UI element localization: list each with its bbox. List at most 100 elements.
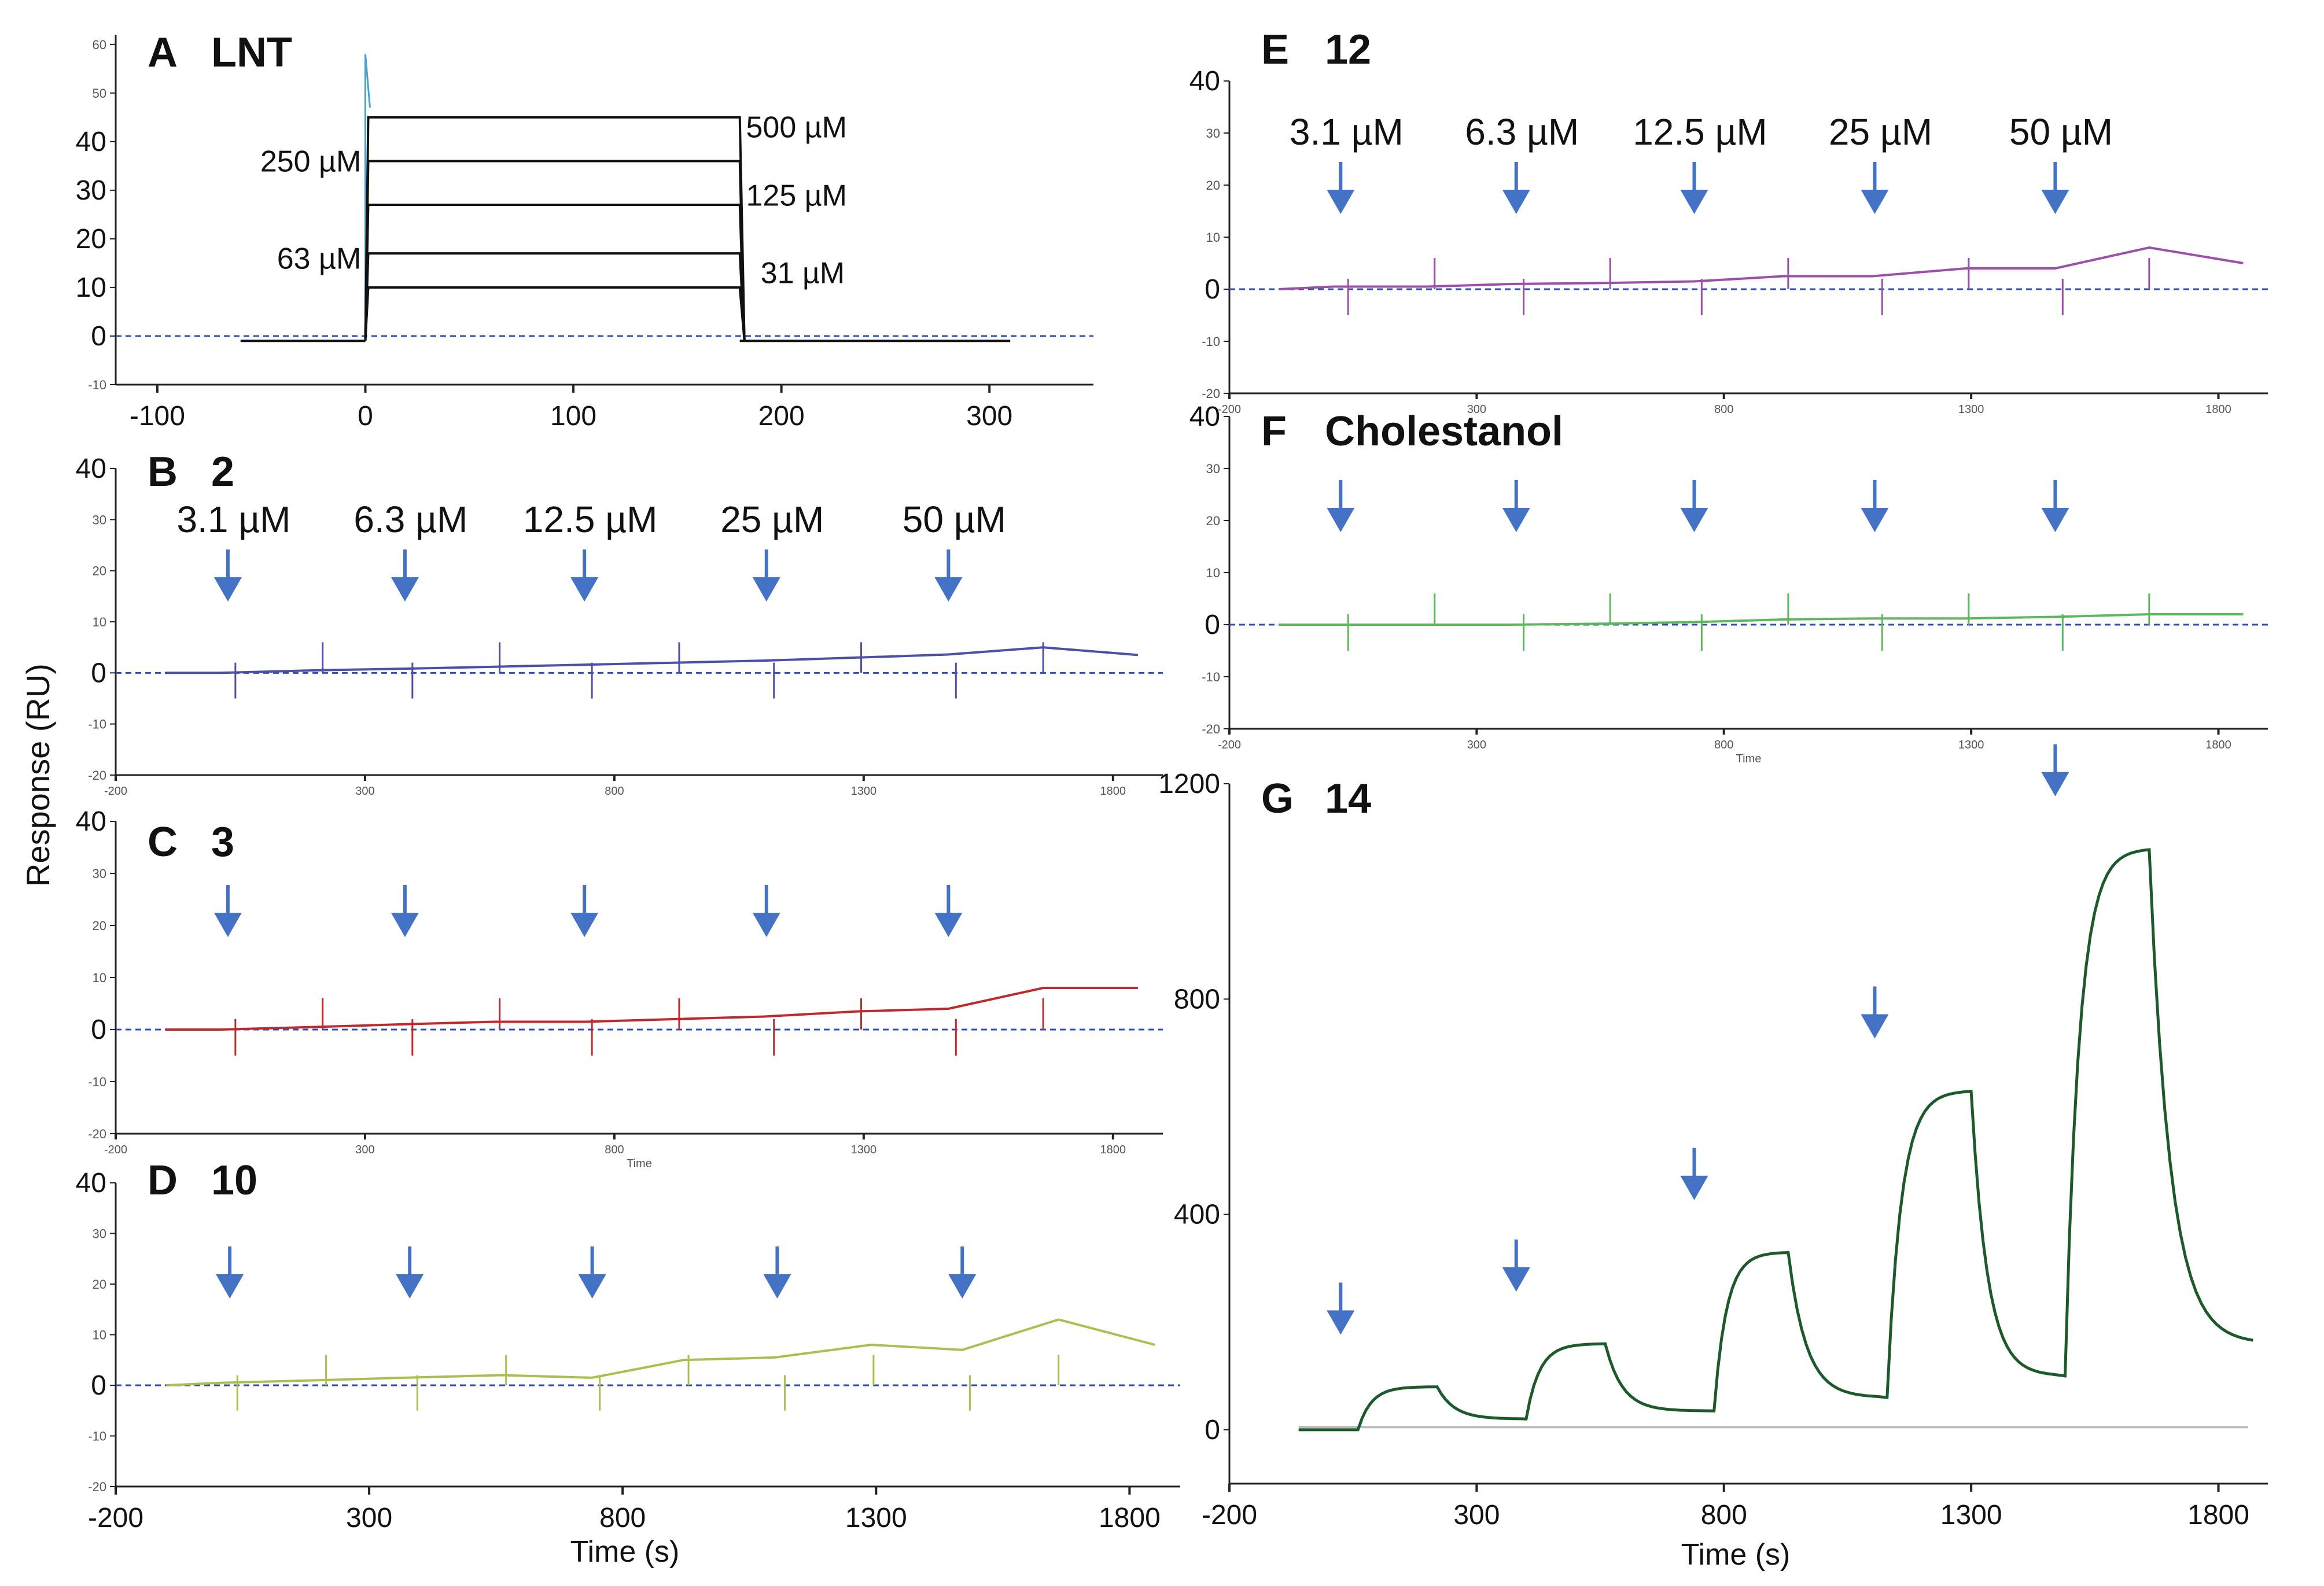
y-tick-label: 40 — [1189, 66, 1220, 97]
x-tick-label: -200 — [1202, 1500, 1257, 1530]
y-tick-label: -10 — [88, 1429, 106, 1444]
response-trace — [165, 646, 1139, 674]
concentration-label: 31 µM — [761, 257, 845, 290]
x-tick-label: 800 — [1701, 1500, 1747, 1530]
x-tick-label: 1800 — [2187, 1500, 2249, 1530]
x-tick-label: -200 — [1218, 403, 1241, 416]
y-tick-label: 1200 — [1158, 769, 1220, 799]
injection-spike — [364, 54, 371, 341]
y-tick-label: 10 — [93, 1328, 106, 1342]
y-tick-label: 40 — [76, 127, 106, 157]
panel-e: -20 -10 0 10 20 30 40 -200 300 800 1300 1800 3.1 µM 6… — [1189, 27, 2268, 416]
concentration-label: 50 µM — [903, 499, 1006, 540]
injection-arrow-head — [1861, 190, 1889, 214]
y-tick-label: -10 — [1202, 334, 1220, 349]
panel-c: -20 -10 0 10 20 30 40 -200 300 800 1300 1800 Time C 3 — [76, 806, 1163, 1170]
x-tick-label: -100 — [130, 401, 185, 431]
injection-arrow-head — [1861, 508, 1889, 532]
x-tick-label: 200 — [758, 401, 805, 431]
concentration-label: 25 µM — [720, 499, 824, 540]
injection-arrow-head — [578, 1274, 606, 1299]
x-tick-label: 0 — [358, 401, 373, 431]
x-tick-label: 100 — [550, 401, 596, 431]
lnt-series-trace — [364, 116, 746, 341]
lnt-series-trace — [364, 160, 746, 341]
injection-arrow-head — [934, 913, 963, 937]
lnt-series-trace — [364, 286, 746, 341]
injection-arrow-head — [1680, 1175, 1708, 1200]
y-tick-label: 20 — [1206, 178, 1220, 193]
y-tick-label: 30 — [93, 512, 106, 527]
response-trace — [1279, 246, 2244, 290]
panel-letter: G — [1261, 776, 1294, 822]
x-tick-label: 1800 — [1100, 1144, 1126, 1156]
x-tick-label: -200 — [1218, 739, 1241, 751]
injection-arrow-head — [213, 913, 242, 937]
response-trace — [165, 987, 1138, 1031]
y-tick-label: 0 — [91, 1015, 106, 1045]
x-tick-label: -200 — [104, 785, 127, 798]
panel-letter: F — [1261, 408, 1287, 455]
x-tick-label: 300 — [1467, 403, 1486, 416]
injection-arrow-head — [1327, 1310, 1355, 1335]
x-tick-label: 1300 — [1958, 403, 1984, 416]
panel-b: -20 -10 0 10 20 30 40 -200 300 800 1300 1800 3.1 µM 6… — [76, 449, 1163, 798]
injection-arrow-head — [752, 577, 780, 602]
injection-arrow-head — [391, 577, 419, 602]
x-tick-label: 300 — [355, 785, 374, 798]
injection-arrow-head — [570, 913, 599, 937]
concentration-label: 63 µM — [277, 242, 362, 276]
x-tick-label: 300 — [355, 1144, 374, 1156]
x-tick-label: 800 — [599, 1503, 646, 1533]
concentration-label: 25 µM — [1829, 111, 1932, 153]
panel-compound: LNT — [211, 29, 292, 76]
x-axis-small-label: Time — [1736, 753, 1762, 765]
x-tick-label: 1300 — [851, 785, 877, 798]
concentration-label: 500 µM — [746, 111, 847, 145]
panel-letter: E — [1261, 27, 1289, 73]
x-tick-label: 800 — [605, 1144, 624, 1156]
injection-arrow-head — [2041, 190, 2069, 214]
panel-compound: 2 — [211, 449, 234, 495]
panel-compound: 10 — [211, 1157, 257, 1204]
panel-compound: Cholestanol — [1325, 408, 1563, 455]
injection-arrow-head — [216, 1274, 244, 1299]
injection-arrow-head — [1502, 1267, 1530, 1292]
y-tick-label: -10 — [1202, 670, 1220, 684]
panel-g-compound-14: 0 400 800 1200 -200 300 800 1300 1800 G 14 — [1158, 744, 2268, 1530]
y-tick-label: 10 — [93, 971, 106, 985]
panel-letter: A — [148, 29, 178, 76]
y-tick-label: -20 — [1202, 386, 1220, 401]
y-tick-label: 400 — [1174, 1200, 1220, 1230]
y-tick-label: -10 — [88, 717, 106, 732]
x-tick-label: 1800 — [1100, 785, 1126, 798]
y-tick-label: 40 — [76, 806, 106, 837]
lnt-series-trace — [364, 204, 746, 341]
panel-d: -20 -10 0 10 20 30 40 -200 300 800 1300 1800 D 10 — [76, 1157, 1180, 1533]
x-tick-label: 1300 — [851, 1144, 877, 1156]
y-tick-label: 20 — [76, 224, 106, 255]
x-tick-label: 300 — [1467, 739, 1486, 751]
panel-compound: 14 — [1325, 776, 1371, 822]
concentration-label: 12.5 µM — [1633, 111, 1767, 153]
x-tick-label: -200 — [104, 1144, 127, 1156]
x-tick-label: 300 — [1453, 1500, 1500, 1530]
x-tick-label: 1300 — [1958, 739, 1984, 751]
y-tick-label: -20 — [1202, 722, 1220, 736]
y-tick-label: 0 — [91, 658, 106, 688]
x-tick-label: 800 — [1714, 739, 1733, 751]
injection-arrow-head — [213, 577, 242, 602]
x-tick-label: 1300 — [845, 1503, 907, 1533]
injection-arrow-head — [396, 1274, 424, 1299]
y-tick-label: 10 — [76, 272, 106, 303]
injection-arrow-head — [1327, 508, 1355, 532]
y-tick-label: 20 — [93, 919, 106, 933]
y-tick-label: 20 — [93, 564, 106, 578]
y-tick-label: 30 — [76, 175, 106, 206]
injection-arrow-head — [2041, 508, 2069, 532]
y-tick-label: 40 — [76, 1168, 106, 1198]
x-tick-label: 1300 — [1940, 1500, 2002, 1530]
panel-compound: 3 — [211, 819, 234, 865]
